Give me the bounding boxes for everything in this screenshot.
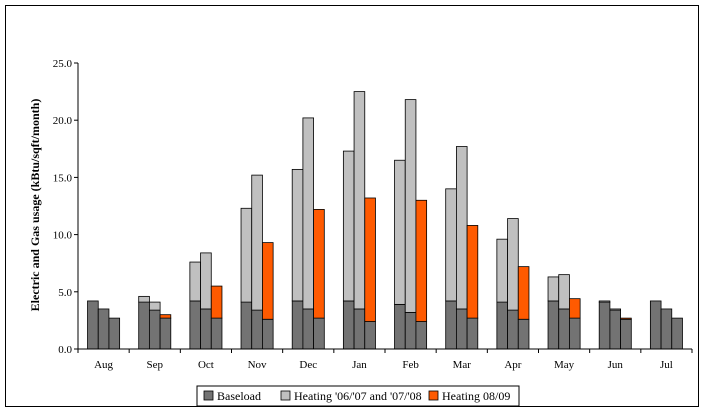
bar-segment (252, 175, 263, 310)
x-tick-label: Sep (147, 359, 164, 371)
x-tick-label: Dec (299, 359, 317, 371)
legend-label: Baseload (217, 389, 261, 403)
y-tick-label: 25.0 (53, 58, 73, 70)
bar-segment (456, 309, 467, 349)
bar-segment (88, 301, 99, 349)
x-tick-label: Nov (248, 359, 267, 371)
bar-segment (456, 147, 467, 309)
bar-segment (303, 309, 314, 349)
bar-segment (303, 118, 314, 309)
x-tick-label: Jan (352, 359, 367, 371)
legend-swatch (281, 391, 290, 400)
bar-segment (610, 310, 621, 349)
x-tick-label: Aug (94, 359, 113, 371)
bar-segment (559, 275, 570, 309)
bar-segment (621, 319, 632, 349)
bar-segment (292, 169, 303, 301)
y-axis-title: Electric and Gas usage (kBtu/sqft/month) (28, 99, 42, 312)
bar-segment (262, 243, 273, 320)
x-tick-label: Apr (504, 359, 521, 371)
bar-segment (211, 286, 222, 318)
bar-segment (672, 318, 683, 349)
bar-segment (160, 315, 171, 318)
bar-segment (467, 318, 478, 349)
bar-segment (621, 318, 632, 319)
bars-layer (88, 92, 683, 349)
bar-segment (650, 301, 661, 349)
bar-segment (405, 312, 416, 349)
bar-segment (569, 299, 580, 318)
y-tick-label: 15.0 (53, 172, 73, 184)
legend-swatch (429, 391, 438, 400)
bar-segment (610, 309, 621, 310)
bar-segment (518, 267, 529, 320)
bar-segment (252, 310, 263, 349)
bar-segment (365, 198, 376, 322)
bar-segment (241, 208, 252, 302)
bar-segment (190, 262, 201, 301)
x-tick-label: Mar (453, 359, 472, 371)
bar-segment (405, 100, 416, 313)
legend: Baseload Heating '06/'07 and '07/'08 Heati… (197, 386, 519, 406)
bar-segment (497, 239, 508, 302)
bar-segment (201, 309, 212, 349)
bar-segment (395, 160, 406, 304)
y-tick-label: 20.0 (53, 115, 73, 127)
x-tick-label: Oct (198, 359, 214, 371)
bar-segment (508, 310, 519, 349)
y-tick-label: 5.0 (58, 287, 72, 299)
bar-segment (548, 277, 559, 301)
bar-segment (518, 319, 529, 349)
bar-segment (190, 301, 201, 349)
bar-segment (395, 304, 406, 349)
legend-label: Heating '06/'07 and '07/'08 (294, 389, 422, 403)
bar-segment (569, 318, 580, 349)
bar-segment (446, 189, 457, 301)
bar-segment (467, 225, 478, 318)
bar-segment (508, 219, 519, 311)
bar-segment (354, 92, 365, 309)
bar-segment (98, 309, 109, 349)
x-tick-label: Feb (402, 359, 419, 371)
bar-segment (211, 318, 222, 349)
bar-segment (139, 302, 150, 349)
x-tick-label: May (554, 359, 575, 371)
bar-segment (241, 302, 252, 349)
bar-segment (314, 209, 325, 318)
bar-segment (201, 253, 212, 309)
bar-segment (343, 301, 354, 349)
x-tick-label: Jun (608, 359, 624, 371)
bar-segment (343, 151, 354, 301)
bar-segment (292, 301, 303, 349)
bar-segment (109, 318, 120, 349)
bar-segment (599, 302, 610, 349)
bar-segment (365, 322, 376, 349)
bar-segment (599, 301, 610, 302)
bar-segment (160, 318, 171, 349)
legend-label: Heating 08/09 (442, 389, 510, 403)
bar-segment (149, 310, 160, 349)
bar-segment (149, 302, 160, 310)
bar-segment (314, 318, 325, 349)
bar-segment (559, 309, 570, 349)
y-tick-label: 0.0 (58, 344, 72, 356)
bar-segment (354, 309, 365, 349)
bar-segment (416, 200, 427, 321)
bar-segment (446, 301, 457, 349)
bar-segment (139, 296, 150, 302)
legend-swatch (204, 391, 213, 400)
bar-segment (416, 322, 427, 349)
bar-segment (548, 301, 559, 349)
y-tick-label: 10.0 (53, 230, 73, 242)
bar-segment (497, 302, 508, 349)
bar-segment (262, 319, 273, 349)
x-tick-label: Jul (660, 359, 673, 371)
bar-segment (661, 309, 672, 349)
